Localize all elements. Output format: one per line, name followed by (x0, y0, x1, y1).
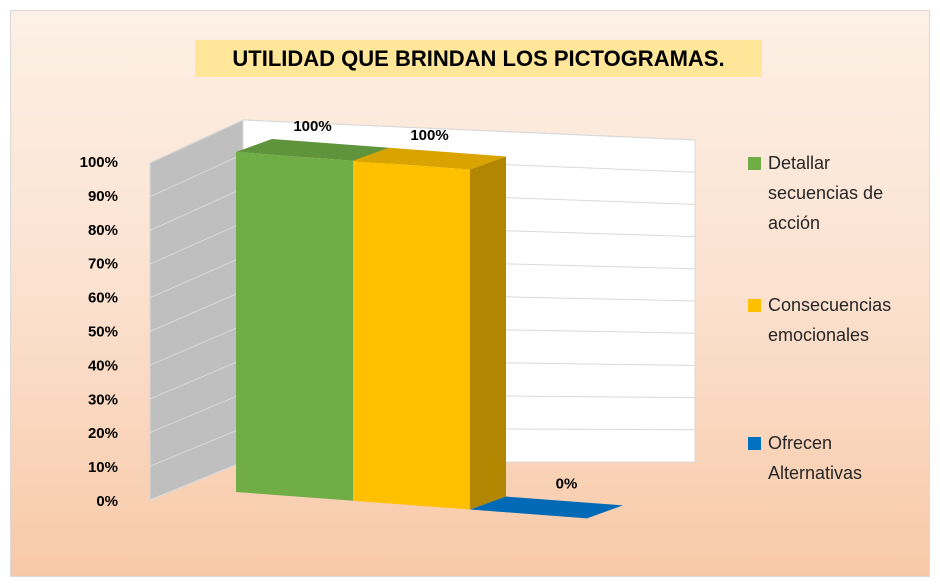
y-tick-label: 20% (88, 425, 118, 442)
data-label: 100% (410, 127, 448, 144)
y-tick-label: 60% (88, 290, 118, 307)
legend-label: Detallar secuencias de acción (768, 153, 884, 233)
bar (353, 160, 470, 510)
legend-swatch (748, 437, 761, 450)
y-tick-label: 30% (88, 391, 118, 408)
legend-entry: Consecuencias emocionales (748, 290, 908, 350)
bar-side (470, 156, 506, 510)
side-wall (149, 119, 244, 501)
legend-label: Ofrecen Alternativas (768, 433, 863, 483)
y-tick-label: 70% (88, 256, 118, 273)
y-tick-label: 10% (88, 459, 118, 476)
y-tick-label: 0% (96, 493, 118, 510)
bar-top (236, 139, 389, 161)
y-tick-label: 90% (88, 188, 118, 205)
y-tick-label: 50% (88, 323, 118, 340)
y-tick-label: 40% (88, 357, 118, 374)
data-label: 100% (293, 118, 331, 135)
shade (470, 156, 506, 510)
shade (236, 139, 389, 161)
y-tick-label: 100% (80, 154, 118, 171)
legend-label: Consecuencias emocionales (768, 295, 892, 345)
y-tick-label: 80% (88, 222, 118, 239)
shade (353, 147, 506, 170)
bar-top (353, 147, 506, 170)
bar-top (470, 496, 623, 519)
legend-entry: Detallar secuencias de acción (748, 148, 908, 238)
legend-swatch (748, 157, 761, 170)
shade (470, 496, 623, 519)
chart-title: UTILIDAD QUE BRINDAN LOS PICTOGRAMAS. (195, 40, 762, 77)
bar (236, 152, 353, 501)
legend-swatch (748, 299, 761, 312)
data-label: 0% (556, 476, 578, 493)
grid-line (149, 119, 696, 164)
legend-entry: Ofrecen Alternativas (748, 428, 908, 488)
